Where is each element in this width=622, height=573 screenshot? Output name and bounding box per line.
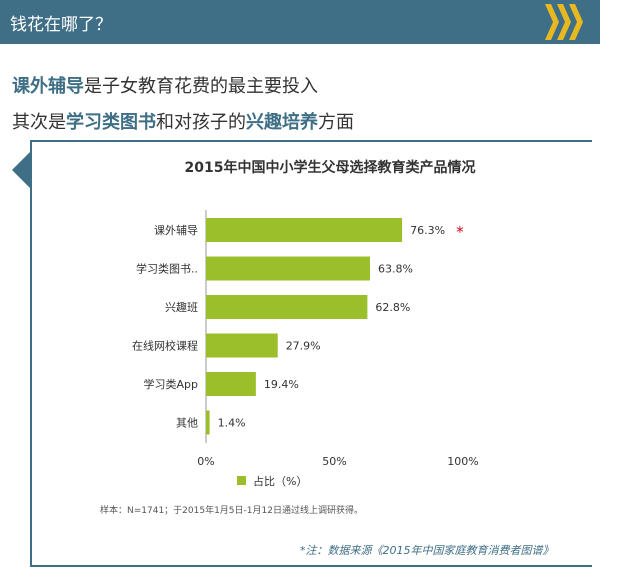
x-tick-label: 100% (447, 455, 478, 468)
headline-text: 方面 (318, 112, 354, 133)
bar (206, 372, 256, 396)
value-label: 19.4% (264, 378, 299, 391)
header-bar: 钱花在哪了？ (0, 0, 600, 44)
source-note: *注：数据来源《2015年中国家庭教育消费者图谱》 (300, 544, 554, 557)
category-label: 其他 (176, 417, 198, 430)
headline-line-2: 其次是学习类图书和对孩子的兴趣培养方面 (12, 108, 354, 134)
value-label: 62.8% (375, 301, 410, 314)
category-label: 兴趣班 (165, 300, 198, 314)
category-label: 学习类App (144, 377, 199, 391)
header-title: 钱花在哪了？ (10, 15, 112, 35)
legend-swatch (237, 476, 246, 485)
headline-text: 是子女教育花费的最主要投入 (84, 76, 318, 97)
headline-text: 其次是 (12, 112, 66, 133)
value-label: 1.4% (218, 417, 246, 430)
chart-frame (30, 140, 592, 567)
headline-line-1: 课外辅导是子女教育花费的最主要投入 (12, 72, 318, 98)
sample-note: 样本：N=1741；于2015年1月5日-1月12日通过线上调研获得。 (100, 506, 363, 516)
bar (206, 295, 368, 319)
chevron-right-icon (545, 4, 583, 40)
x-tick-label: 0% (197, 455, 214, 468)
headline-highlight: 学习类图书 (66, 112, 156, 133)
bar (206, 218, 403, 242)
headline-text: 和对孩子的 (156, 112, 246, 133)
value-label: 27.9% (286, 340, 321, 353)
frame-tab-decoration (12, 150, 32, 190)
bar (206, 333, 278, 358)
category-label: 在线网校课程 (132, 339, 198, 353)
value-label: 76.3% (410, 224, 445, 237)
bar (206, 256, 370, 281)
category-label: 课外辅导 (154, 223, 198, 237)
chart-title: 2015年中国中小学生父母选择教育类产品情况 (185, 159, 476, 176)
value-label: 63.8% (378, 263, 413, 276)
legend-label: 占比（%） (253, 474, 307, 488)
category-label: 学习类图书.. (136, 262, 198, 276)
highlight-marker: * (456, 223, 464, 241)
headline-highlight: 课外辅导 (12, 76, 84, 97)
x-tick-label: 50% (322, 455, 346, 468)
headline-highlight: 兴趣培养 (246, 112, 318, 133)
bar (206, 410, 210, 435)
